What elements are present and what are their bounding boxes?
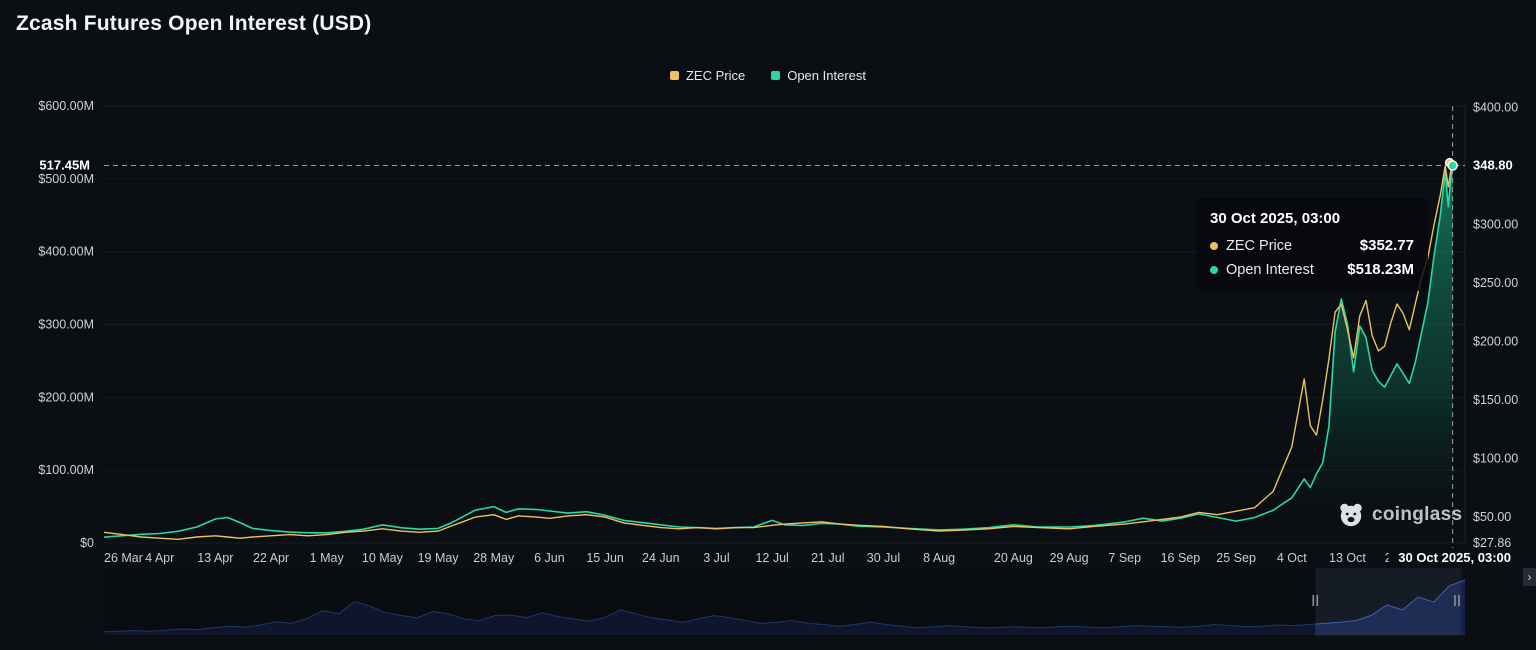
x-axis-tick: 6 Jun [534,551,565,565]
right-axis: $400.00 $300.00 $250.00 $200.00 $150.00 $100.… [1473,100,1518,550]
x-axis-tick: 19 May [418,551,460,565]
navigator-right-handle[interactable] [1454,595,1460,606]
x-axis-tick: 21 Jul [811,551,844,565]
tooltip-row: Open Interest $518.23M [1210,261,1414,278]
x-axis-tick: 8 Aug [923,551,955,565]
x-axis-tick: 10 May [362,551,404,565]
right-axis-tick: $27.86 [1473,536,1511,550]
legend-item-zec-price[interactable]: ZEC Price [669,68,746,83]
x-axis-tick: 12 Jul [755,551,788,565]
right-axis-tick: $200.00 [1473,335,1518,349]
right-axis-tick: $150.00 [1473,393,1518,407]
scroll-right-icon: › [1527,570,1532,584]
left-axis-tick: $300.00M [38,318,94,332]
x-axis-tick: 30 Jul [867,551,900,565]
right-axis-tick: $400.00 [1473,100,1518,114]
tooltip-series-label: Open Interest [1226,261,1314,278]
navigator[interactable] [103,568,1466,636]
tooltip-series-value: $518.23M [1347,261,1414,278]
tooltip-series-value: $352.77 [1359,237,1414,254]
legend-item-open-interest[interactable]: Open Interest [771,68,866,83]
navigator-window[interactable] [1315,568,1461,636]
tooltip-series-dot [1210,241,1218,250]
tooltip-row: ZEC Price $352.77 [1210,237,1414,254]
left-axis-tick: $200.00M [38,390,94,404]
x-axis-tick: 4 Oct [1277,551,1307,565]
x-axis-tick: 28 May [473,551,515,565]
x-axis-tick: 4 Apr [145,551,174,565]
legend-swatch [771,71,781,80]
x-axis-tick: 15 Jun [586,551,624,565]
left-axis-tick: $600.00M [38,99,94,113]
gridlines: $600.00M $500.00M $400.00M $300.00M $200.00M… [38,99,1466,550]
chart-tooltip: 30 Oct 2025, 03:00 ZEC Price $352.77 Open … [1196,198,1428,291]
tooltip-series-label: ZEC Price [1226,237,1293,254]
x-axis-tick: 3 Jul [703,551,729,565]
x-axis-tick: 22 Apr [253,551,289,565]
navigator-area [104,580,1465,634]
x-axis-tick: 7 Sep [1108,551,1141,565]
legend-label: ZEC Price [685,68,746,83]
tooltip-date: 30 Oct 2025, 03:00 [1210,210,1341,227]
crosshair: 517.45M 348.80 30 Oct 2025, 03:00 [39,106,1521,566]
watermark-text: coinglass [1372,504,1463,525]
left-axis-tick: $500.00M [38,172,94,186]
x-axis: 26 Mar 4 Apr 13 Apr 22 Apr 1 May 10 May 19 May… [104,551,1422,565]
x-axis-tick: 16 Sep [1161,551,1201,565]
x-axis-tick: 1 May [310,551,345,565]
navigator-left-handle[interactable] [1312,595,1319,606]
crosshair-right-label: 348.80 [1473,158,1513,173]
navigator-mask-left [104,568,1316,636]
scroll-right-button[interactable]: › [1523,568,1536,586]
left-axis-tick: $0 [80,536,94,550]
x-axis-tick: 29 Aug [1050,551,1089,565]
open-interest-marker [1447,160,1458,171]
x-axis-tick: 20 Aug [994,551,1033,565]
x-axis-tick: 13 Oct [1329,551,1366,565]
legend-swatch [669,71,679,80]
page-title: Zcash Futures Open Interest (USD) [16,12,372,35]
right-axis-tick: $250.00 [1473,276,1518,290]
tooltip-series-dot [1210,265,1218,274]
right-axis-tick: $50.00 [1473,510,1511,524]
navigator-line [103,579,1466,633]
right-axis-tick: $100.00 [1473,452,1518,466]
left-axis-tick: $400.00M [38,245,94,259]
coinglass-watermark: coinglass [1338,502,1462,528]
crosshair-date-label: 30 Oct 2025, 03:00 [1398,550,1511,565]
crosshair-left-label: 517.45M [39,158,90,173]
legend: ZEC Price Open Interest [0,68,1536,83]
left-axis-tick: $100.00M [38,463,94,477]
right-axis-tick: $300.00 [1473,217,1518,231]
x-axis-tick: 26 Mar [104,551,143,565]
coinglass-bear-icon [1340,503,1362,527]
x-axis-tick: 13 Apr [197,551,233,565]
open-interest-area [104,165,1453,543]
x-axis-tick: 24 Jun [642,551,680,565]
x-axis-tick: 25 Sep [1216,551,1256,565]
zec-price-line [103,162,1454,540]
legend-label: Open Interest [787,68,866,83]
